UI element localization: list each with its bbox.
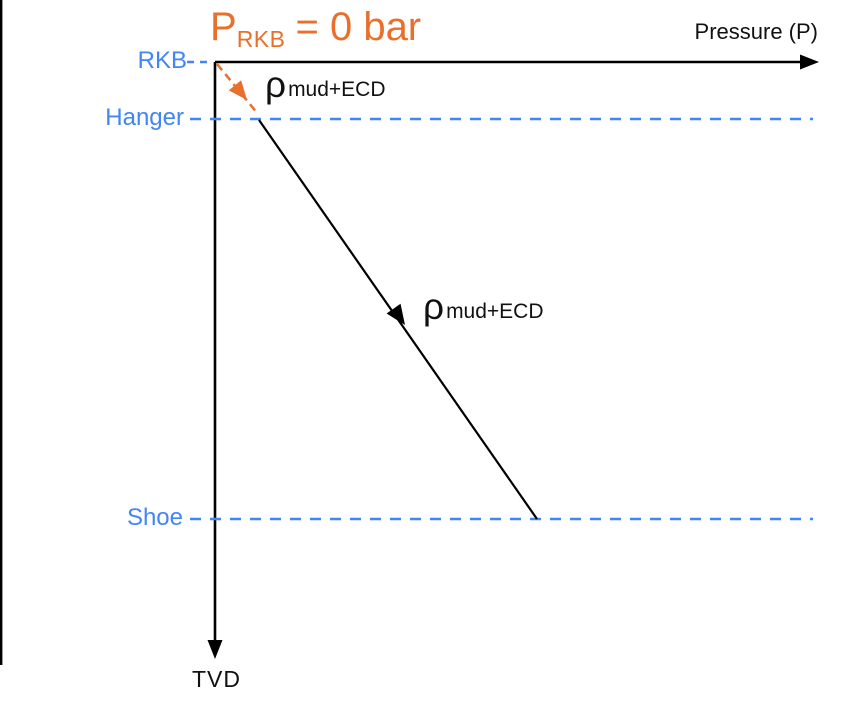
depth-marker-label-shoe: Shoe	[126, 504, 183, 531]
riser-gradient-arrowhead-icon	[228, 80, 247, 100]
mud-gradient-label-lower: ρ mud+ECD	[423, 286, 544, 327]
rho-symbol: ρ	[423, 286, 445, 327]
depth-marker-label-rkb: RKB	[137, 47, 187, 74]
rho-subscript: mud+ECD	[288, 78, 386, 102]
mud-gradient-label-upper: ρ mud+ECD	[265, 64, 386, 105]
y-axis-label: TVD	[192, 666, 241, 692]
x-axis-label: Pressure (P)	[694, 19, 818, 44]
rho-subscript: mud+ECD	[446, 300, 544, 324]
mud-gradient-arrowhead-icon	[386, 303, 405, 325]
title-subscript: RKB	[236, 26, 286, 52]
tvd-axis-arrowhead-icon	[207, 640, 223, 659]
pressure-at-rkb-title: PRKB = 0 bar	[210, 4, 421, 52]
pressure-axis-arrowhead-icon	[800, 54, 819, 70]
title-suffix: = 0 bar	[295, 5, 422, 49]
rho-symbol: ρ	[265, 64, 287, 105]
depth-marker-label-hanger: Hanger	[105, 104, 184, 131]
title-prefix: P	[210, 5, 237, 49]
